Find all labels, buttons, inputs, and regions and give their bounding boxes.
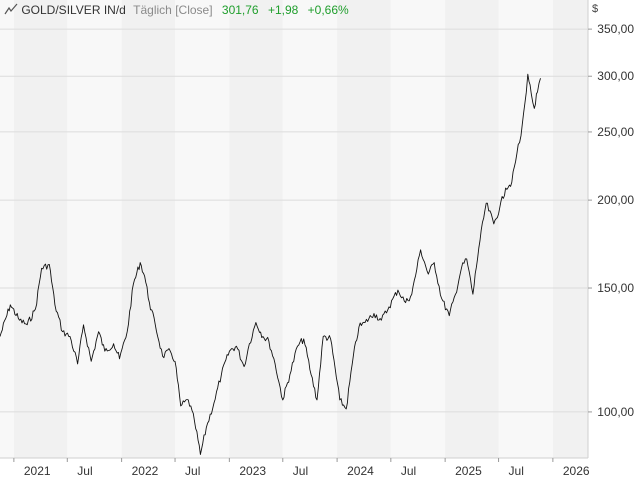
y-axis: 100,00 150,00 200,00 250,00 300,00 350,00: [588, 22, 634, 419]
time-band: [13, 0, 68, 458]
y-tick-label: 250,00: [597, 125, 634, 139]
x-tick-label: Jul: [293, 464, 308, 478]
y-tick-label: 100,00: [597, 405, 634, 419]
time-band: [390, 0, 446, 458]
x-tick-label: 2025: [455, 464, 482, 478]
x-tick-label: 2022: [132, 464, 159, 478]
price-change: +1,98: [267, 3, 299, 17]
series-line-group: [0, 73, 541, 455]
symbol-name: GOLD/SILVER IN/d: [21, 3, 126, 17]
y-tick-label: 350,00: [597, 22, 634, 36]
y-tick-label: 200,00: [597, 193, 634, 207]
x-tick-label: 2024: [347, 464, 374, 478]
chart-header: GOLD/SILVER IN/d Täglich [Close] 301,76 …: [4, 3, 349, 17]
series-line: [0, 73, 541, 455]
x-tick-label: Jul: [185, 464, 200, 478]
time-band: [337, 0, 391, 458]
timeframe-label: Täglich [Close]: [133, 3, 213, 17]
time-bands: [0, 0, 588, 458]
time-band: [445, 0, 499, 458]
y-tick-label: 150,00: [597, 281, 634, 295]
x-axis: 2021 Jul 2022 Jul 2023 Jul 2024 Jul 2025 Jul 2026: [13, 458, 590, 478]
time-band: [67, 0, 122, 458]
x-tick-label: Jul: [401, 464, 416, 478]
x-tick-label: 2023: [239, 464, 266, 478]
time-band: [0, 0, 14, 458]
time-band: [282, 0, 338, 458]
grid-lines: [0, 0, 589, 459]
time-band: [175, 0, 230, 458]
x-tick-label: 2021: [24, 464, 51, 478]
currency-label: $: [592, 3, 599, 15]
line-chart-icon: [4, 3, 18, 15]
time-band: [552, 0, 588, 458]
x-tick-label: 2026: [563, 464, 590, 478]
y-tick-label: 300,00: [597, 69, 634, 83]
last-price: 301,76: [221, 3, 259, 17]
time-band: [121, 0, 176, 458]
x-tick-label: Jul: [77, 464, 92, 478]
time-band: [229, 0, 283, 458]
x-tick-label: Jul: [509, 464, 524, 478]
time-band: [498, 0, 553, 458]
price-change-pct: +0,66%: [307, 3, 349, 17]
